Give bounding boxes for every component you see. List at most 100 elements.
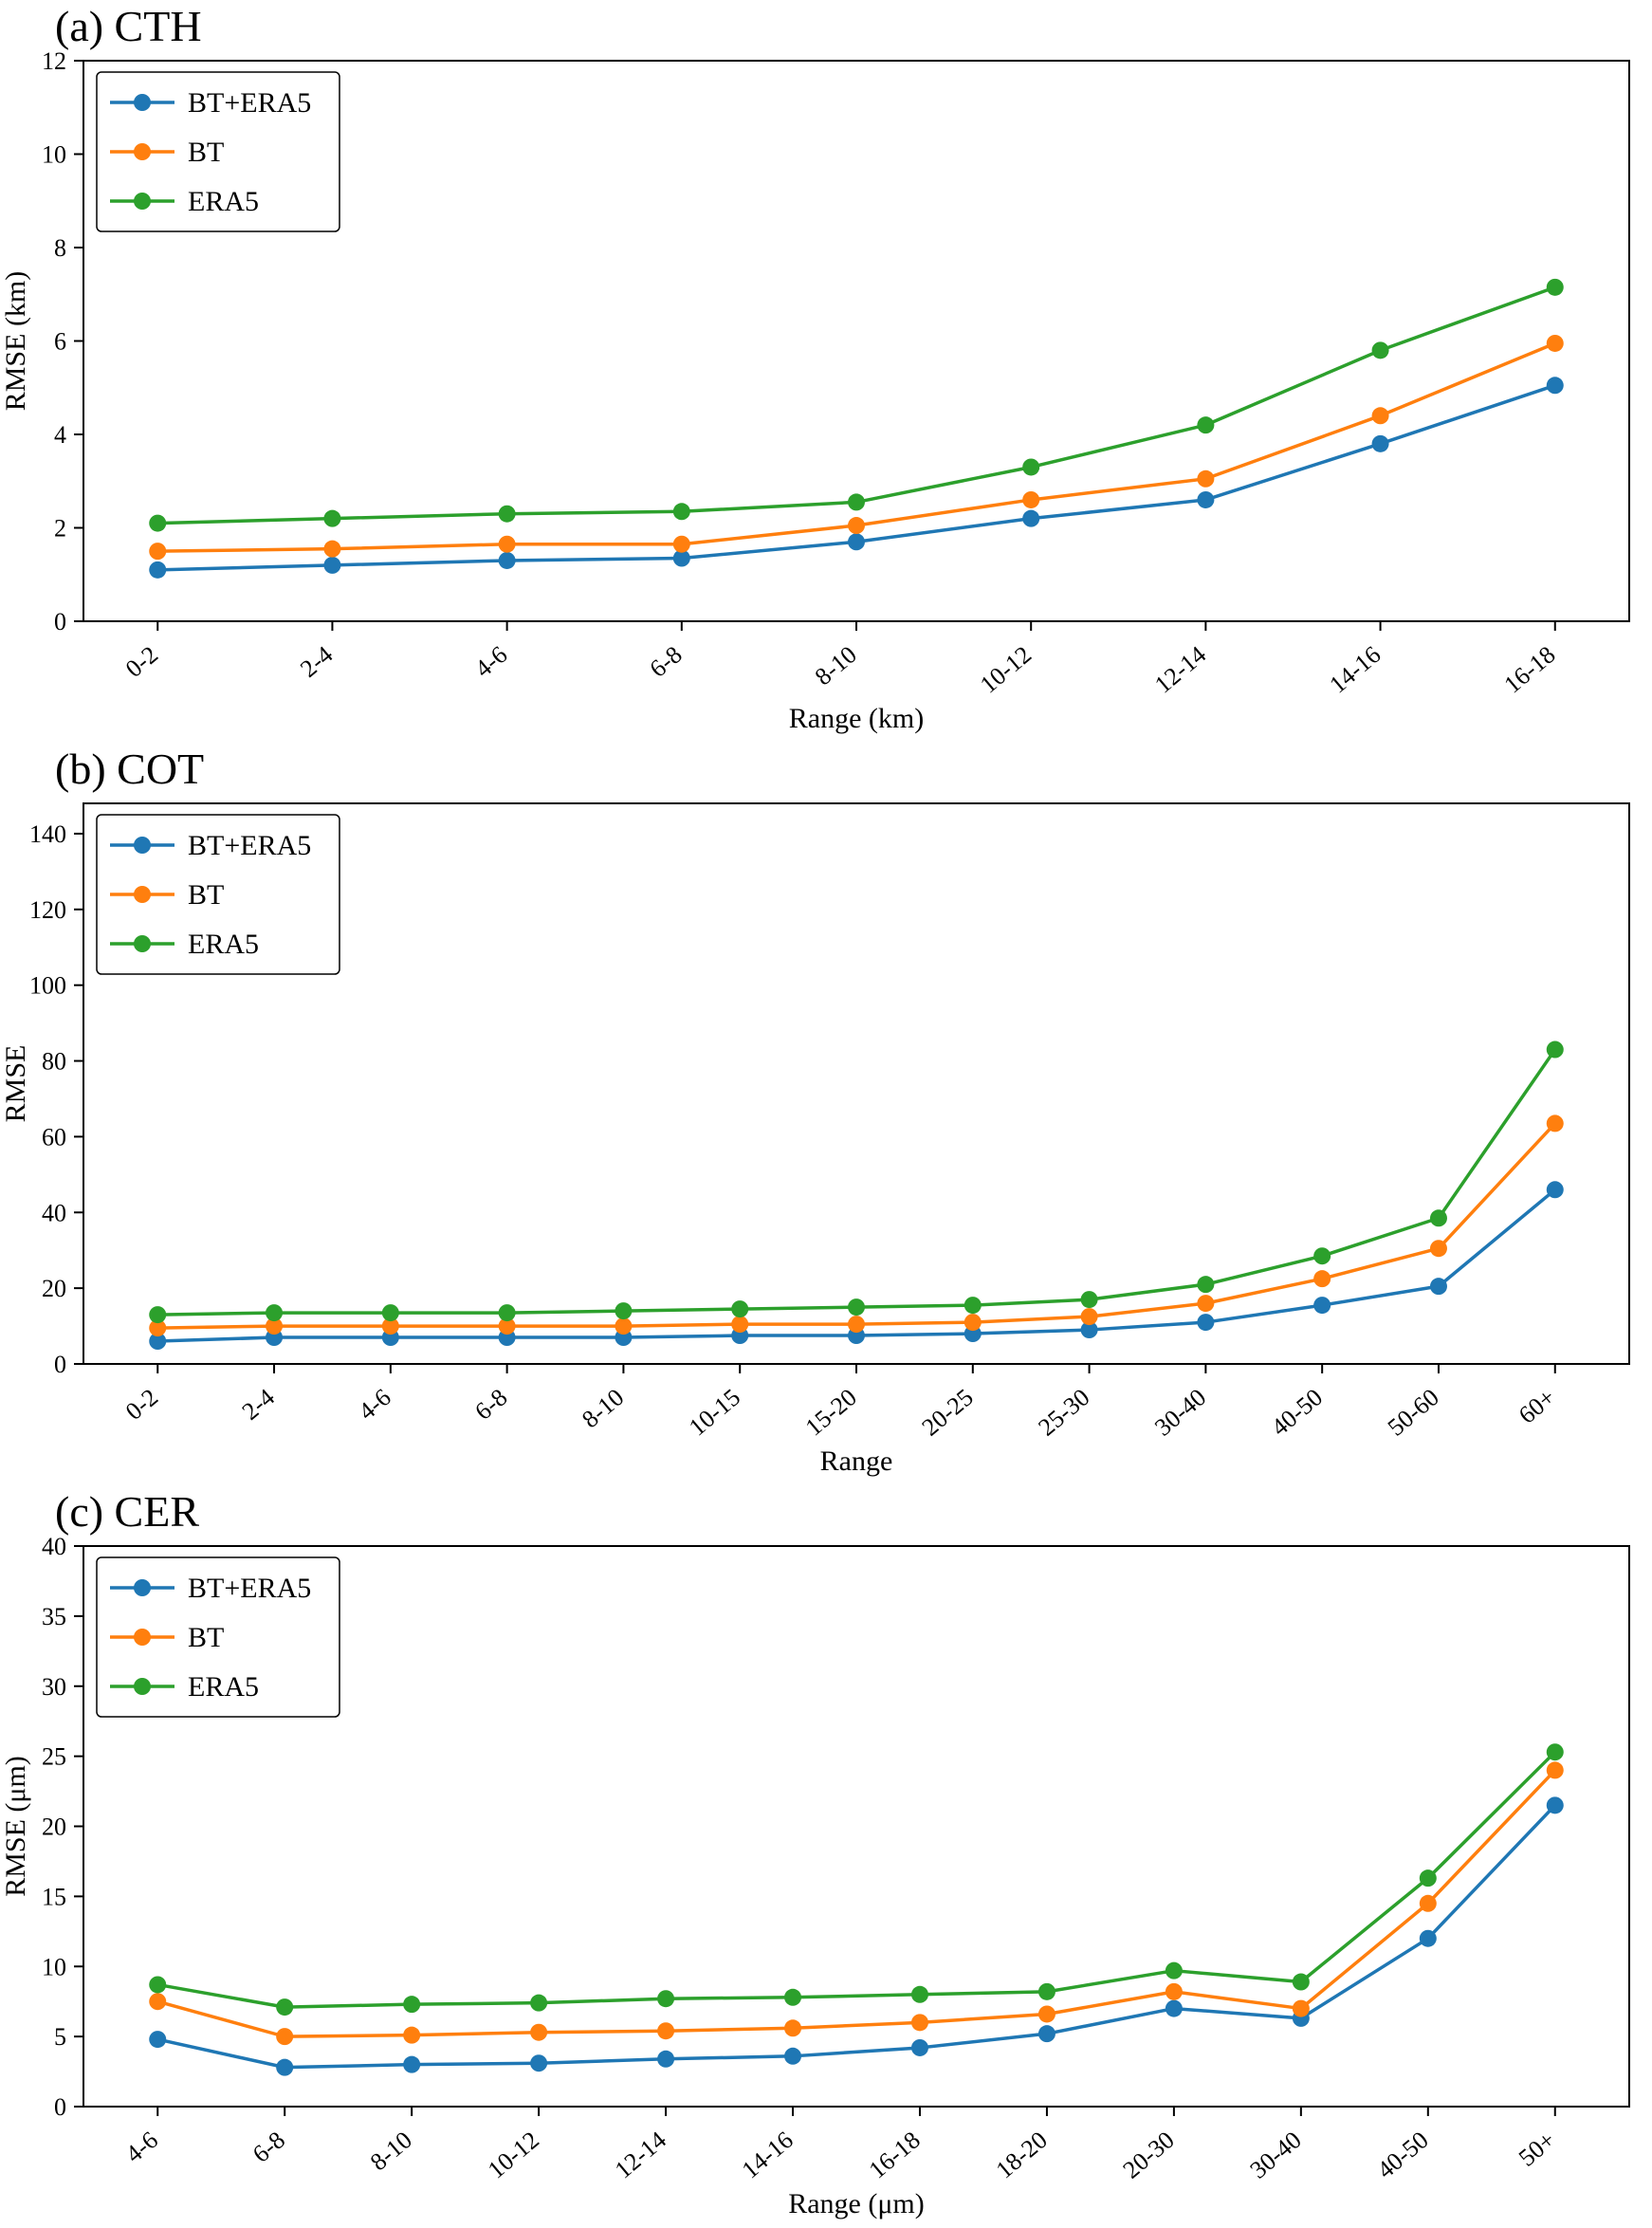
data-point-bt-era5 (1546, 1796, 1564, 1814)
y-tick-label: 100 (29, 972, 66, 1000)
x-tick-label: 40-50 (1266, 1383, 1328, 1441)
data-point-bt-era5 (1546, 377, 1564, 395)
y-tick-label: 0 (54, 2093, 66, 2121)
y-tick-label: 10 (42, 1953, 66, 1980)
data-point-bt (910, 2014, 928, 2032)
x-axis-label: Range (μm) (788, 2188, 925, 2219)
legend-label: ERA5 (188, 186, 259, 217)
legend: BT+ERA5 BT ERA5 (96, 814, 340, 975)
legend-label: ERA5 (188, 1671, 259, 1703)
y-tick-label: 60 (42, 1123, 66, 1151)
x-tick-label: 50-60 (1383, 1383, 1444, 1441)
y-axis-label: RMSE (km) (0, 271, 31, 412)
data-point-bt-era5 (784, 2047, 802, 2065)
series-line-bt (157, 1122, 1557, 1330)
legend-marker (134, 193, 151, 210)
y-tick-label: 40 (42, 1199, 66, 1226)
x-tick-label: 0-2 (120, 1383, 163, 1426)
chart-cth: 0 2 4 6 8 10 12 0-2 2-4 4-6 6-8 8-10 10-12 12-14 14-16… (0, 47, 1630, 734)
legend-label: BT+ERA5 (188, 1573, 311, 1604)
data-point-bt-era5 (530, 2054, 548, 2072)
legend-box (96, 1556, 340, 1718)
y-tick-label: 20 (42, 1814, 66, 1841)
y-tick-label: 6 (54, 328, 66, 356)
data-point-era5 (1429, 1209, 1447, 1227)
data-point-bt-era5 (1022, 509, 1040, 527)
x-axis-label: Range (820, 1445, 893, 1477)
data-point-bt-era5 (1419, 1929, 1437, 1947)
y-tick-label: 35 (42, 1603, 66, 1630)
y-tick-label: 80 (42, 1048, 66, 1076)
data-point-era5 (498, 505, 516, 523)
legend-label: BT+ERA5 (188, 830, 311, 861)
data-point-bt-era5 (672, 549, 690, 567)
x-tick-label: 6-8 (469, 1383, 512, 1426)
data-point-bt-era5 (848, 533, 865, 551)
legend: BT+ERA5 BT ERA5 (96, 71, 340, 232)
data-point-era5 (1022, 458, 1040, 476)
data-point-era5 (1546, 1743, 1564, 1761)
x-tick-label: 8-10 (577, 1383, 629, 1433)
y-tick-label: 140 (29, 820, 66, 848)
data-point-bt-era5 (1197, 490, 1215, 508)
series-line-era5 (157, 1048, 1557, 1317)
data-point-era5 (149, 1976, 167, 1994)
data-point-bt (848, 517, 865, 535)
data-point-era5 (266, 1304, 284, 1322)
data-point-bt (784, 2019, 802, 2037)
y-tick-label: 8 (54, 234, 66, 262)
data-point-era5 (615, 1302, 633, 1320)
data-point-era5 (1197, 416, 1215, 434)
x-tick-label: 18-20 (991, 2126, 1053, 2183)
x-tick-label: 4-6 (353, 1383, 395, 1426)
data-point-bt (1197, 470, 1215, 488)
data-point-bt (1419, 1894, 1437, 1912)
y-axis-label: RMSE (0, 1045, 31, 1123)
y-tick-label: 0 (54, 608, 66, 635)
data-point-bt-era5 (498, 551, 516, 569)
data-point-bt (1546, 1114, 1564, 1132)
y-tick-label: 2 (54, 515, 66, 543)
data-point-era5 (1313, 1247, 1331, 1265)
y-tick-label: 0 (54, 1351, 66, 1378)
series-line-bt-era5 (156, 1804, 1557, 2070)
data-point-bt (498, 535, 516, 553)
x-axis-label: Range (km) (789, 703, 924, 734)
x-tick-label: 15-20 (800, 1383, 862, 1441)
data-point-era5 (403, 1996, 421, 2014)
data-point-bt (615, 1317, 633, 1335)
data-point-bt (276, 2028, 294, 2046)
data-point-bt (149, 1993, 167, 2011)
data-point-bt (1292, 1999, 1310, 2017)
y-tick-label: 120 (29, 896, 66, 924)
data-point-era5 (731, 1300, 749, 1318)
data-point-era5 (530, 1994, 548, 2012)
data-point-bt-era5 (149, 561, 167, 579)
x-tick-label: 16-18 (1498, 640, 1560, 698)
data-point-bt (1022, 490, 1040, 508)
data-point-bt (381, 1317, 399, 1335)
x-tick-label: 0-2 (120, 640, 163, 683)
legend-label: BT (188, 879, 224, 911)
data-point-era5 (498, 1304, 516, 1322)
data-point-bt-era5 (1197, 1314, 1215, 1332)
legend-marker (134, 94, 151, 111)
data-point-bt (403, 2026, 421, 2044)
data-point-bt-era5 (276, 2058, 294, 2076)
x-tick-label: 12-14 (1149, 640, 1211, 698)
x-tick-label: 10-15 (684, 1383, 745, 1441)
x-tick-label: 4-6 (120, 2126, 163, 2168)
x-tick-label: 14-16 (737, 2126, 798, 2183)
y-tick-label: 4 (54, 421, 66, 449)
data-point-bt (1197, 1295, 1215, 1313)
data-point-bt-era5 (910, 2038, 928, 2056)
y-axis-label: RMSE (μm) (0, 1756, 31, 1897)
series-line-bt (156, 1769, 1557, 2038)
panel-title-cot: (b) COT (55, 745, 205, 793)
data-point-era5 (848, 1298, 865, 1317)
legend-label: BT (188, 1622, 224, 1653)
x-tick-label: 50+ (1514, 2126, 1561, 2171)
data-point-bt (731, 1316, 749, 1334)
y-tick-label: 40 (42, 1533, 66, 1560)
y-tick-label: 10 (42, 141, 66, 169)
